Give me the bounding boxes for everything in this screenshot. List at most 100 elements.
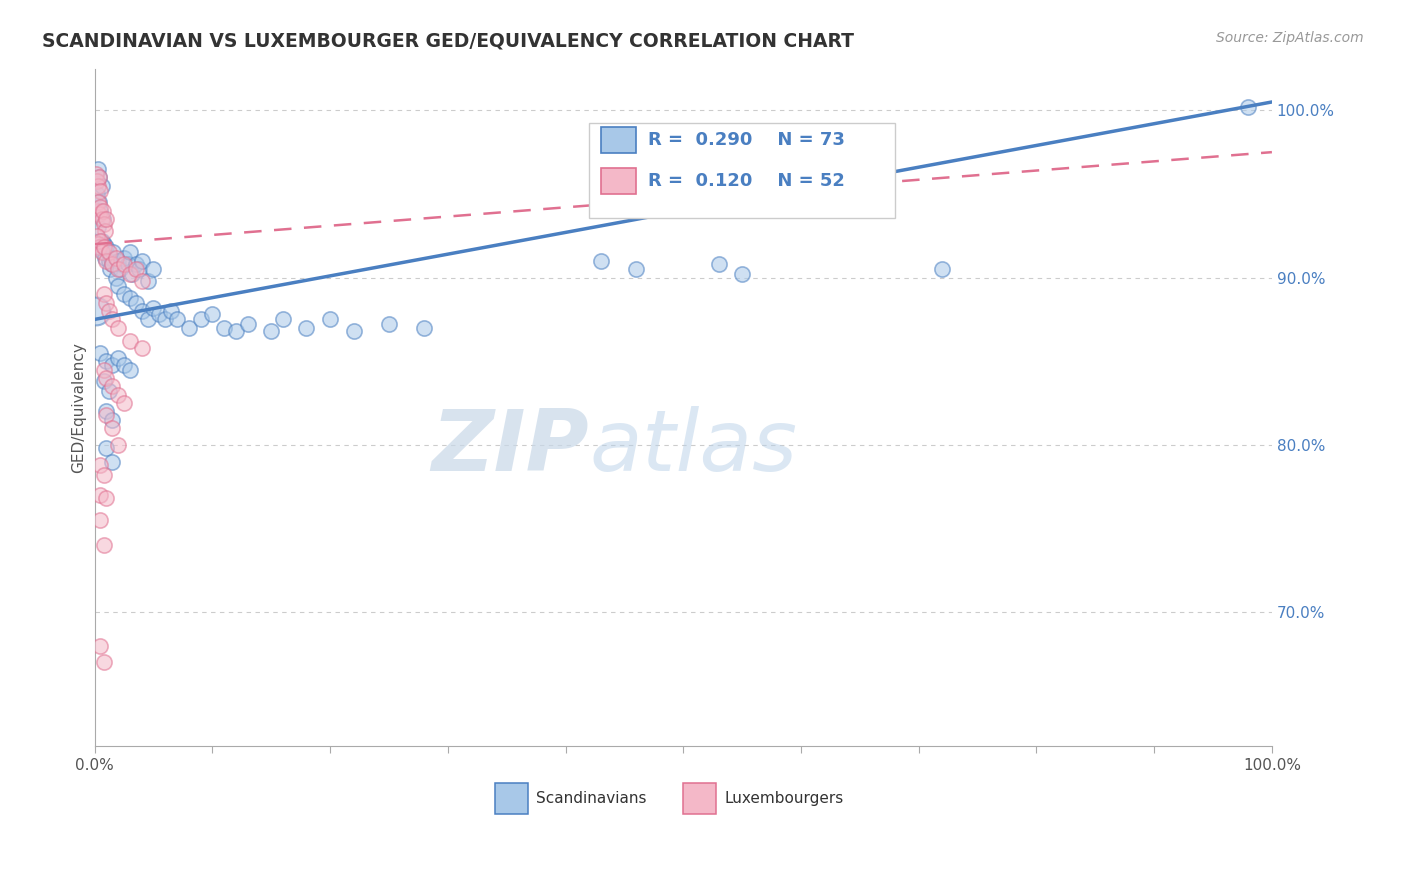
Point <box>136 312 159 326</box>
Point <box>260 324 283 338</box>
Point <box>731 267 754 281</box>
FancyBboxPatch shape <box>683 783 716 814</box>
Point <box>96 212 118 227</box>
Point <box>91 203 114 218</box>
Point <box>90 245 112 260</box>
Point <box>89 170 111 185</box>
Point <box>96 295 118 310</box>
Point <box>91 245 114 260</box>
Point <box>89 234 111 248</box>
Point <box>101 379 124 393</box>
Point <box>707 257 730 271</box>
Point <box>104 270 127 285</box>
Point <box>225 324 247 338</box>
Point <box>131 341 153 355</box>
Point <box>142 262 165 277</box>
Point <box>86 228 108 243</box>
Point <box>107 279 129 293</box>
Point <box>101 421 124 435</box>
Point <box>93 287 115 301</box>
Point <box>1237 100 1260 114</box>
Point <box>101 454 124 468</box>
Point <box>93 237 115 252</box>
Point <box>84 304 107 318</box>
Point <box>128 262 150 277</box>
Point <box>90 234 112 248</box>
Point <box>295 320 318 334</box>
Text: Source: ZipAtlas.com: Source: ZipAtlas.com <box>1216 31 1364 45</box>
Point <box>87 237 110 252</box>
Point <box>624 262 647 277</box>
Point <box>107 253 129 268</box>
Point <box>89 240 111 254</box>
Point <box>166 312 188 326</box>
Point <box>104 251 127 265</box>
Point <box>117 257 139 271</box>
Point <box>125 257 148 271</box>
Point <box>131 304 153 318</box>
Point <box>96 240 118 254</box>
Point <box>97 245 120 260</box>
Point <box>103 245 125 260</box>
Point <box>177 320 200 334</box>
Point <box>121 267 143 281</box>
Point <box>94 251 117 265</box>
Y-axis label: GED/Equivalency: GED/Equivalency <box>72 342 86 473</box>
Point <box>110 262 132 277</box>
Point <box>96 404 118 418</box>
Point <box>160 304 183 318</box>
Point <box>190 312 212 326</box>
FancyBboxPatch shape <box>600 128 636 153</box>
Point <box>118 267 141 281</box>
Point <box>87 178 110 193</box>
Point <box>89 203 111 218</box>
FancyBboxPatch shape <box>600 168 636 194</box>
Point <box>86 173 108 187</box>
Point <box>96 408 118 422</box>
Point <box>378 318 401 332</box>
Point <box>107 320 129 334</box>
Point <box>96 371 118 385</box>
Point <box>271 312 294 326</box>
Point <box>89 488 111 502</box>
Text: R =  0.290    N = 73: R = 0.290 N = 73 <box>648 131 845 149</box>
Point <box>87 220 110 235</box>
Point <box>118 362 141 376</box>
Point <box>91 212 114 227</box>
Point <box>136 274 159 288</box>
Point <box>97 253 120 268</box>
Point <box>97 384 120 399</box>
Point <box>118 334 141 348</box>
Point <box>118 245 141 260</box>
Point <box>342 324 364 338</box>
Text: Scandinavians: Scandinavians <box>536 791 647 806</box>
Point <box>112 251 135 265</box>
Point <box>89 184 111 198</box>
Point <box>155 312 177 326</box>
Point <box>112 287 135 301</box>
Point <box>93 362 115 376</box>
Point <box>89 240 111 254</box>
Point <box>100 251 122 265</box>
Point <box>89 513 111 527</box>
Point <box>101 413 124 427</box>
Point <box>112 257 135 271</box>
Point <box>96 441 118 455</box>
Point <box>93 538 115 552</box>
Point <box>86 186 108 201</box>
Point <box>201 307 224 321</box>
Point <box>89 170 111 185</box>
Point <box>89 458 111 472</box>
Point <box>101 312 124 326</box>
Point <box>107 351 129 365</box>
Point <box>101 257 124 271</box>
Point <box>112 358 135 372</box>
Point <box>96 491 118 506</box>
Point <box>94 224 117 238</box>
Point <box>131 253 153 268</box>
Point <box>589 253 612 268</box>
Point <box>90 212 112 227</box>
Text: Luxembourgers: Luxembourgers <box>724 791 844 806</box>
Text: ZIP: ZIP <box>432 407 589 490</box>
Point <box>413 320 436 334</box>
